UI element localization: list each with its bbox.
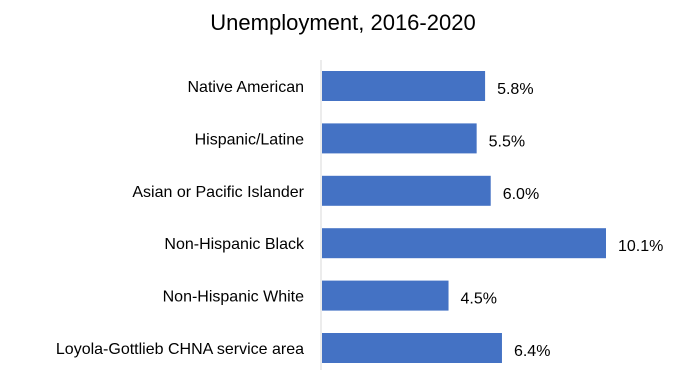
bar bbox=[322, 123, 477, 154]
category-label: Asian or Pacific Islander bbox=[132, 184, 304, 201]
bars-group bbox=[322, 71, 606, 363]
chart-title: Unemployment, 2016-2020 bbox=[210, 10, 475, 35]
bar bbox=[322, 175, 491, 206]
category-label: Loyola-Gottlieb CHNA service area bbox=[56, 341, 304, 358]
category-label: Non-Hispanic Black bbox=[164, 236, 305, 253]
data-label: 6.4% bbox=[514, 343, 550, 360]
data-label: 4.5% bbox=[461, 291, 497, 308]
category-label: Native American bbox=[188, 79, 305, 96]
category-label: Non-Hispanic White bbox=[163, 289, 304, 306]
data-label: 5.5% bbox=[489, 133, 525, 150]
bar bbox=[322, 228, 606, 259]
bar bbox=[322, 280, 449, 311]
data-label: 6.0% bbox=[503, 186, 539, 203]
category-labels-group: Native American Hispanic/Latine Asian or P… bbox=[56, 79, 305, 358]
category-label: Hispanic/Latine bbox=[195, 131, 305, 148]
bar bbox=[322, 333, 502, 363]
data-label: 5.8% bbox=[497, 81, 533, 98]
bar bbox=[322, 71, 486, 101]
data-label: 10.1% bbox=[618, 238, 663, 255]
value-labels-group: 5.8% 5.5% 6.0% 10.1% 4.5% 6.4% bbox=[461, 81, 664, 360]
